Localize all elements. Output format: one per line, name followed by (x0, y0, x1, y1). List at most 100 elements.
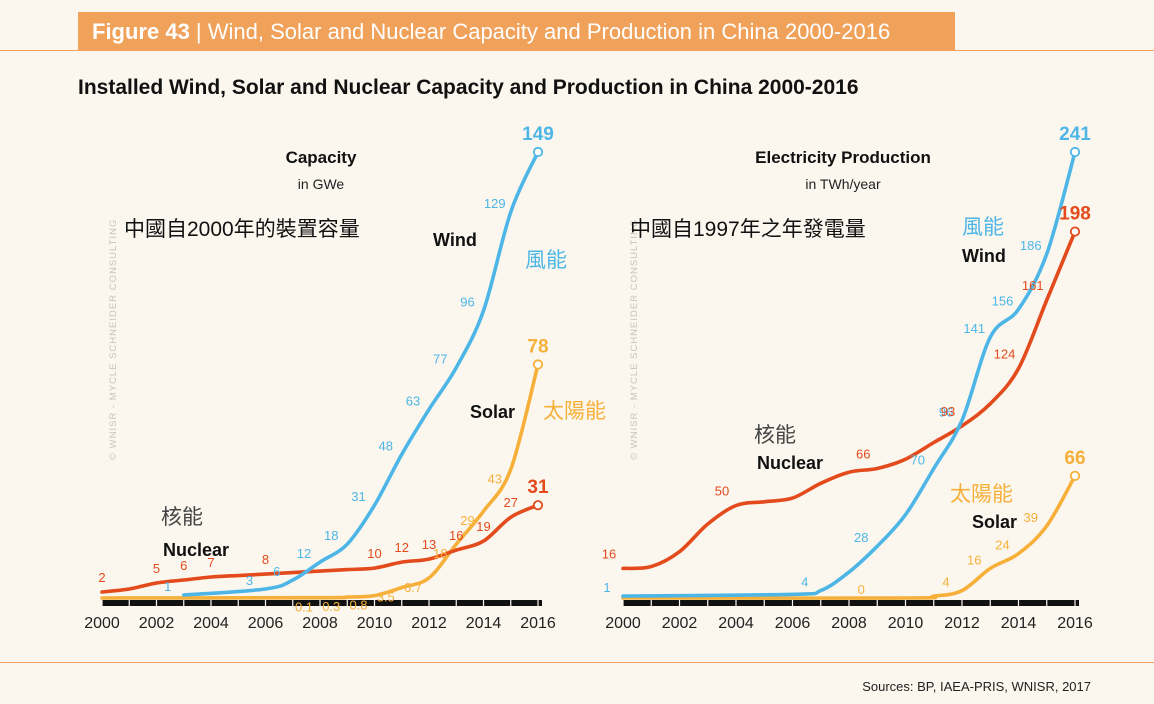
capacity-nuclear-value-label: 19 (476, 519, 490, 534)
capacity-nuclear-end-marker (532, 500, 544, 511)
production-wind-value-label: 241 (1059, 124, 1091, 145)
capacity-nuclear-value-label: 12 (395, 540, 409, 555)
production-nuclear-value-label: 50 (715, 483, 729, 498)
capacity-x-tick-label: 2010 (357, 615, 393, 632)
source-note: Sources: BP, IAEA-PRIS, WNISR, 2017 (862, 679, 1091, 694)
production-wind-value-label: 4 (801, 575, 808, 590)
production-annotation: 中國自1997年之年發電量 (630, 218, 866, 241)
figure-label: Figure 43 (92, 19, 190, 44)
production-nuclear-end-marker (1069, 226, 1081, 237)
production-nuclear-value-label: 93 (941, 404, 955, 419)
production-wind-chinese-label: 風能 (962, 216, 1004, 239)
capacity-nuclear-value-label: 13 (422, 537, 436, 552)
capacity-wind-value-label: 48 (379, 438, 393, 453)
capacity-nuclear-value-label: 27 (504, 495, 518, 510)
capacity-nuclear-value-label: 10 (367, 546, 381, 561)
production-solar-series-label: Solar (972, 512, 1017, 532)
capacity-units: in GWe (298, 176, 345, 192)
capacity-nuclear-value-label: 16 (449, 528, 463, 543)
capacity-solar-end-marker (532, 359, 544, 370)
capacity-wind-end-marker (532, 146, 544, 158)
capacity-wind-value-label: 12 (297, 546, 311, 561)
capacity-wind-series-label: Wind (433, 230, 477, 250)
production-wind-value-label: 186 (1020, 238, 1042, 253)
capacity-wind-value-label: 149 (522, 124, 554, 145)
production-wind-value-label: 28 (854, 530, 868, 545)
production-solar-chinese-label: 太陽能 (950, 483, 1013, 506)
production-x-tick-label: 2012 (944, 615, 980, 632)
bottom-rule (0, 662, 1154, 663)
capacity-wind-value-label: 1 (164, 579, 171, 594)
production-solar-value-label: 0 (858, 582, 865, 597)
production-solar-end-marker (1069, 470, 1081, 481)
production-wind-series-label: Wind (962, 246, 1006, 266)
production-solar-line (621, 474, 1077, 600)
capacity-solar-value-label: 43 (488, 471, 502, 486)
production-nuclear-value-label: 16 (602, 546, 616, 561)
production-x-tick-label: 2004 (718, 615, 754, 632)
production-solar-value-label: 16 (967, 552, 981, 567)
capacity-solar-chinese-label: 太陽能 (543, 400, 606, 423)
figure-title-text: Wind, Solar and Nuclear Capacity and Pro… (207, 19, 891, 44)
production-nuclear-chinese-label: 核能 (754, 424, 796, 447)
capacity-wind-value-label: 3 (246, 573, 253, 588)
capacity-nuclear-value-label: 6 (180, 558, 187, 573)
capacity-x-tick-label: 2006 (248, 615, 284, 632)
capacity-solar-value-label: 0.3 (322, 599, 340, 614)
production-solar-value-label: 39 (1024, 510, 1038, 525)
production-x-tick-label: 2014 (1001, 615, 1037, 632)
capacity-nuclear-value-label: 31 (527, 477, 549, 498)
capacity-x-tick-label: 2002 (139, 615, 175, 632)
capacity-nuclear-series-label: Nuclear (163, 540, 229, 560)
capacity-solar-value-label: 0.8 (349, 598, 367, 613)
capacity-solar-value-label: 78 (527, 337, 548, 358)
production-units: in TWh/year (805, 176, 881, 192)
capacity-nuclear-value-label: 8 (262, 552, 269, 567)
capacity-title: Capacity (286, 148, 357, 167)
production-solar-value-label: 66 (1064, 448, 1085, 469)
production-wind-value-label: 70 (911, 452, 925, 467)
capacity-nuclear-value-label: 5 (153, 561, 160, 576)
capacity-annotation: 中國自2000年的裝置容量 (124, 218, 360, 241)
production-nuclear-series-label: Nuclear (757, 453, 823, 473)
production-wind-line (621, 150, 1077, 598)
capacity-watermark: © WNISR - MYCLE SCHNEIDER CONSULTING (108, 219, 119, 460)
capacity-solar-line (100, 362, 540, 600)
production-wind-end-marker (1069, 146, 1081, 158)
production-nuclear-value-label: 198 (1059, 204, 1091, 225)
capacity-wind-value-label: 129 (484, 196, 506, 211)
production-wind-value-label: 1 (603, 580, 610, 595)
capacity-wind-value-label: 96 (460, 295, 474, 310)
production-title: Electricity Production (755, 148, 931, 167)
production-nuclear-value-label: 161 (1022, 278, 1044, 293)
top-rule (0, 50, 1154, 51)
capacity-x-axis (102, 600, 542, 606)
production-watermark: © WNISR - MYCLE SCHNEIDER CONSULTING (629, 219, 640, 460)
capacity-solar-value-label: 18 (433, 546, 447, 561)
production-x-axis (623, 600, 1079, 606)
production-solar-value-label: 24 (995, 538, 1009, 553)
capacity-wind-value-label: 63 (406, 393, 420, 408)
capacity-solar-series-label: Solar (470, 402, 515, 422)
capacity-wind-line (182, 150, 540, 597)
capacity-x-tick-label: 2004 (193, 615, 229, 632)
capacity-solar-value-label: 3.5 (377, 590, 395, 605)
capacity-x-tick-label: 2000 (84, 615, 120, 632)
production-wind-value-label: 96 (939, 404, 953, 419)
capacity-wind-value-label: 31 (351, 489, 365, 504)
capacity-wind-value-label: 6 (273, 564, 280, 579)
production-wind-value-label: 156 (992, 293, 1014, 308)
production-nuclear-value-label: 66 (856, 446, 870, 461)
capacity-solar-value-label: 29 (460, 513, 474, 528)
production-solar-value-label: 4 (942, 575, 949, 590)
capacity-x-tick-label: 2008 (302, 615, 338, 632)
production-wind-value-label: 141 (963, 321, 985, 336)
capacity-wind-value-label: 77 (433, 352, 447, 367)
capacity-x-tick-label: 2016 (520, 615, 556, 632)
production-nuclear-value-label: 124 (994, 347, 1016, 362)
capacity-x-tick-label: 2014 (466, 615, 502, 632)
figure-title: Figure 43 | Wind, Solar and Nuclear Capa… (92, 19, 890, 45)
capacity-nuclear-chinese-label: 核能 (161, 506, 203, 529)
production-x-tick-label: 2016 (1057, 615, 1093, 632)
